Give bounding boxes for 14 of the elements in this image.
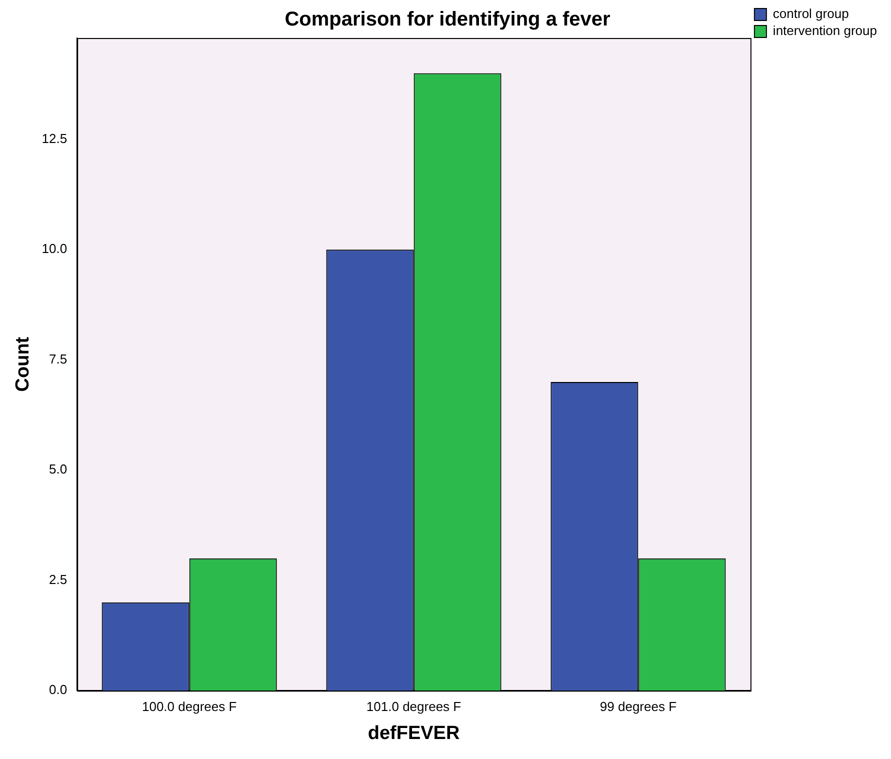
x-axis-title: defFEVER: [368, 722, 460, 744]
y-tick-label: 5.0: [49, 462, 68, 477]
legend-label: intervention group: [772, 23, 878, 38]
y-axis-title: Count: [12, 336, 34, 392]
y-tick-label: 10.0: [42, 241, 68, 256]
y-tick-label: 0.0: [49, 682, 68, 698]
y-tick-label: 2.5: [49, 572, 68, 587]
y-tick-label: 7.5: [49, 351, 68, 366]
x-tick-label: 100.0 degrees F: [142, 698, 237, 714]
x-tick-label: 99 degrees F: [600, 698, 677, 714]
chart-title: Comparison for identifying a fever: [284, 8, 611, 31]
legend-label: control group: [772, 6, 849, 22]
x-tick-label: 101.0 degrees F: [366, 698, 462, 714]
y-tick-label: 12.5: [42, 130, 68, 146]
